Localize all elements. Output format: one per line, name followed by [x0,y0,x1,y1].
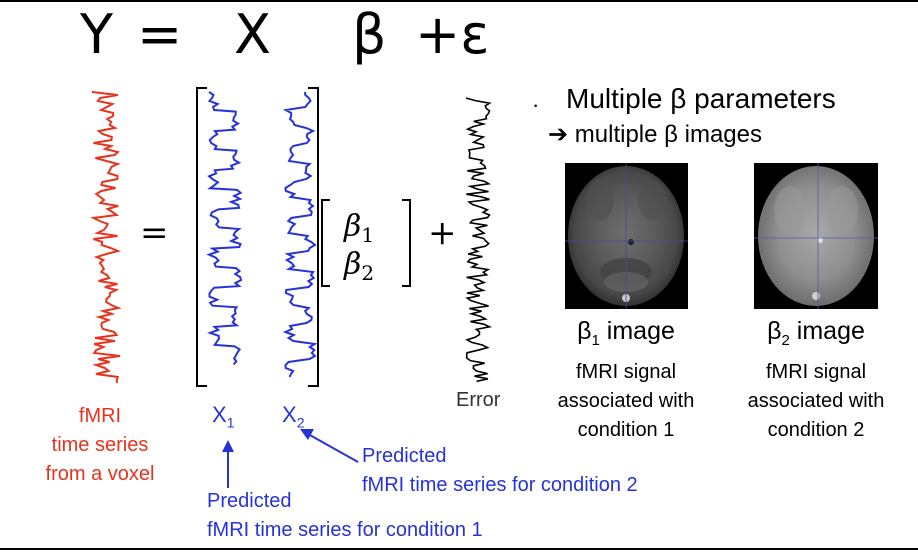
beta2-brain-image [754,163,878,309]
fmri-label-line3: from a voxel [45,463,155,485]
equation-beta: β [352,3,387,66]
beta1-desc-line2: associated with [557,390,695,412]
beta-vector-right-bracket [402,199,411,287]
beta1-image-description: fMRI signal associated with condition 1 [541,358,711,445]
beta1-desc-line3: condition 1 [577,419,675,441]
beta1-desc-line1: fMRI signal [575,361,677,383]
x2-label: X2 [282,402,305,431]
equation-plus-epsilon: +ε [415,3,490,66]
matrix-equals-sign: = [140,213,169,253]
beta1-brain-image [565,163,688,309]
beta2-entry: β2 [343,247,374,285]
beta-vector-left-bracket [321,199,330,287]
predicted-cond1-line2: fMRI time series for condition 1 [207,519,483,541]
predicted-cond1-line1: Predicted [207,490,292,512]
predicted-cond2-line2: fMRI time series for condition 2 [362,474,638,496]
regressor-x2-timeseries [282,91,318,378]
matrix-plus-sign: + [428,213,457,253]
fmri-timeseries-label: fMRI time series from a voxel [40,402,160,489]
top-rule [0,0,918,2]
beta2-desc-line3: condition 2 [767,419,865,441]
x1-label: X1 [212,402,235,431]
design-matrix-left-bracket [196,87,207,387]
bullet-mark: · [532,92,540,117]
fmri-label-line1: fMRI [78,405,122,427]
beta1-entry: β1 [343,209,374,247]
predicted-cond2-line1: Predicted [362,445,447,467]
arrow-predicted-cond2 [307,433,359,463]
error-label: Error [456,389,501,411]
equation-y: Y [80,3,113,66]
equation-x: X [234,3,271,66]
fmri-voxel-timeseries [90,91,122,384]
error-timeseries [465,97,493,383]
beta2-image-title: β2 image [767,317,865,349]
bullet-line1: Multiple β parameters [566,83,836,114]
beta2-desc-line2: associated with [747,390,885,412]
beta2-image-description: fMRI signal associated with condition 2 [731,358,901,445]
predicted-cond2-label: Predicted fMRI time series for condition… [362,442,638,500]
beta1-image-title: β1 image [577,317,675,349]
design-matrix-right-bracket [308,87,319,387]
arrowhead-predicted-cond1 [222,440,234,452]
beta2-desc-line1: fMRI signal [765,361,867,383]
fmri-label-line2: time series [51,434,149,456]
equation-equals: = [137,3,183,66]
bottom-rule [0,548,918,550]
predicted-cond1-label: Predicted fMRI time series for condition… [207,487,483,545]
bullet-line2: ➔ multiple β images [548,121,762,148]
regressor-x1-timeseries [206,91,243,366]
arrowhead-predicted-cond2 [300,429,314,440]
